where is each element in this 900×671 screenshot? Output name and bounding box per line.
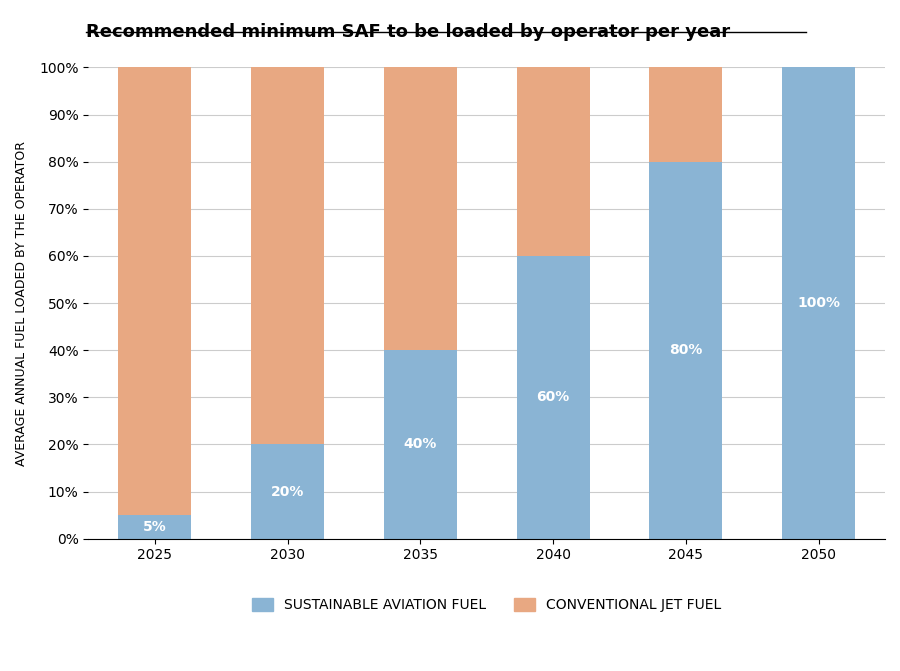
Bar — [649, 162, 723, 539]
Text: 80%: 80% — [669, 344, 703, 357]
Text: 40%: 40% — [403, 437, 437, 452]
Bar — [649, 68, 723, 162]
Bar — [383, 350, 457, 539]
Text: 5%: 5% — [143, 520, 166, 534]
Text: Recommended minimum SAF to be loaded by operator per year: Recommended minimum SAF to be loaded by … — [86, 23, 730, 42]
Text: 20%: 20% — [271, 484, 304, 499]
Bar — [118, 515, 191, 539]
Bar — [517, 68, 590, 256]
Text: 100%: 100% — [797, 296, 840, 310]
Y-axis label: AVERAGE ANNUAL FUEL LOADED BY THE OPERATOR: AVERAGE ANNUAL FUEL LOADED BY THE OPERAT… — [15, 141, 28, 466]
Text: 60%: 60% — [536, 391, 570, 405]
Bar — [118, 68, 191, 515]
Bar — [782, 68, 855, 539]
Bar — [251, 68, 324, 444]
Legend: SUSTAINABLE AVIATION FUEL, CONVENTIONAL JET FUEL: SUSTAINABLE AVIATION FUEL, CONVENTIONAL … — [247, 592, 726, 618]
Bar — [517, 256, 590, 539]
Bar — [251, 444, 324, 539]
Bar — [383, 68, 457, 350]
